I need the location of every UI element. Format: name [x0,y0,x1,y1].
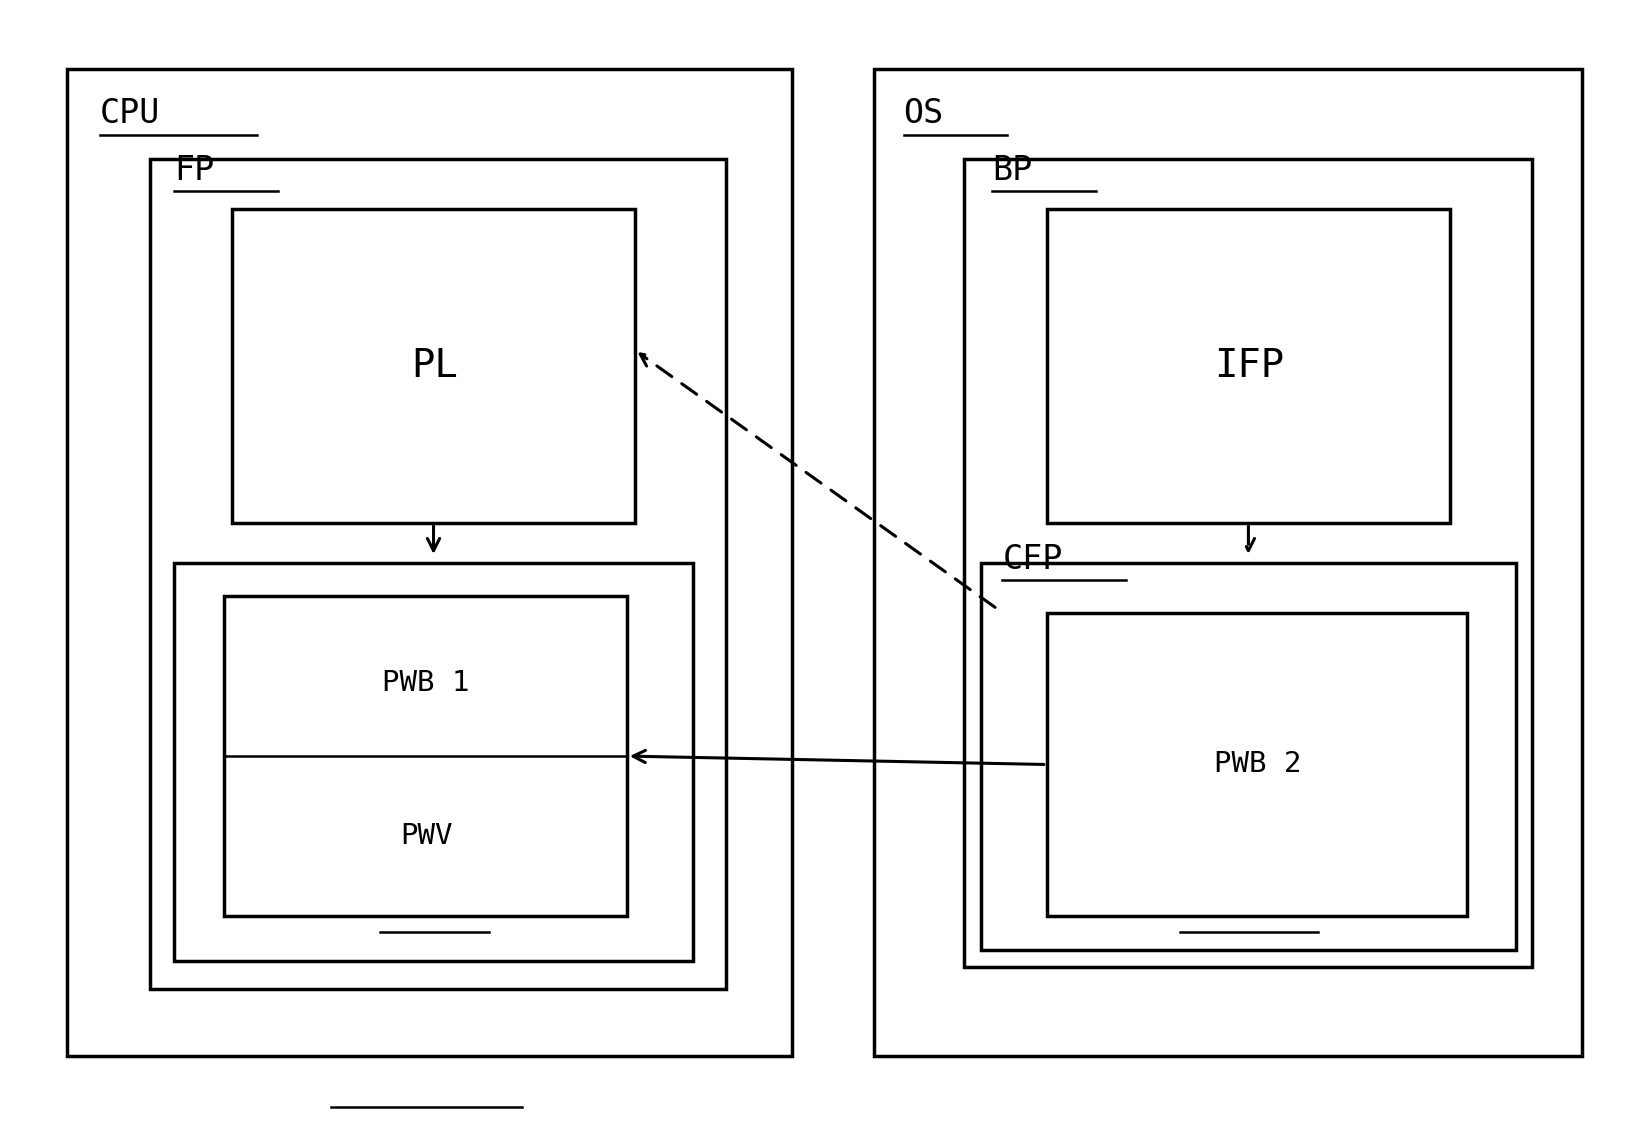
Text: CFP: CFP [1002,543,1061,576]
Bar [1046,209,1449,523]
Bar [964,159,1531,966]
Bar [1046,613,1465,916]
Bar [873,69,1580,1056]
Text: PWV: PWV [399,822,452,850]
Text: OS: OS [903,98,943,130]
Text: IFP: IFP [1213,348,1284,385]
Text: PWB 2: PWB 2 [1213,750,1300,778]
Bar [232,209,634,523]
Bar [224,596,626,916]
Bar [981,562,1515,950]
Bar [175,562,692,961]
Text: PWB 1: PWB 1 [382,668,470,696]
Bar [150,159,725,989]
Bar [68,69,791,1056]
Text: BP: BP [992,153,1032,187]
Text: PL: PL [410,348,458,385]
Text: CPU: CPU [101,98,160,130]
Text: FP: FP [175,153,214,187]
